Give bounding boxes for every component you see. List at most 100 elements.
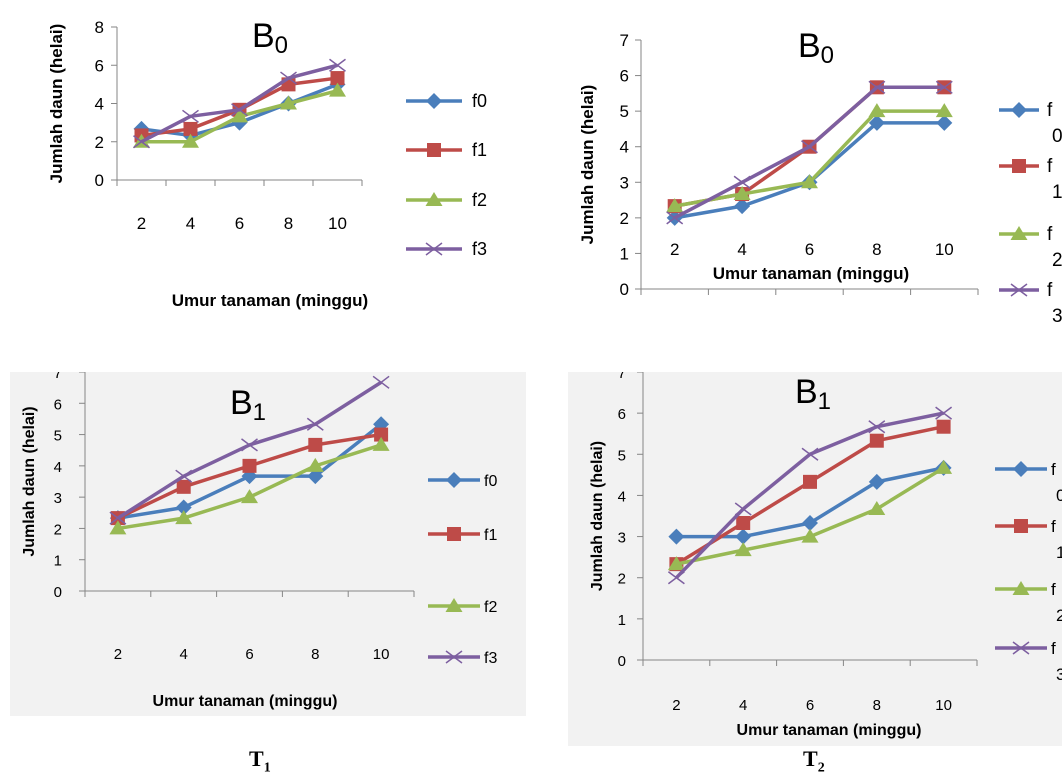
y-tick-label: 1 <box>618 612 626 629</box>
chart-panel-b1-left: 0 1 2 3 4 5 6 7 2 4 6 8 10 B1 Umur tanaman (minggu) Jum… <box>10 372 526 716</box>
legend-marker-f1 <box>447 527 461 541</box>
data-point-f3 <box>241 438 258 452</box>
data-point-f2 <box>733 186 751 201</box>
y-tick-label: 3 <box>620 173 629 192</box>
legend-marker-f3 <box>425 242 443 256</box>
x-tick-label: 8 <box>284 214 293 233</box>
legend-marker-f3 <box>445 650 463 664</box>
legend-label-f2: f2 <box>472 190 487 210</box>
x-tick-label: 4 <box>737 240 746 259</box>
y-tick-label: 5 <box>620 102 629 121</box>
data-point-f1 <box>869 433 884 448</box>
legend-marker-f2 <box>425 192 443 206</box>
legend-marker-f3 <box>1012 641 1030 655</box>
legend-label-f1: f1 <box>484 527 497 544</box>
chart-title: B1 <box>795 373 831 415</box>
data-point-f2 <box>182 133 199 148</box>
y-tick-label: 4 <box>54 459 62 476</box>
legend-label-f2: f2 <box>484 599 497 616</box>
x-tick-label: 4 <box>186 214 195 233</box>
data-point-f3 <box>231 103 248 117</box>
y-tick-label: 4 <box>95 95 104 114</box>
y-tick-label: 0 <box>620 280 629 299</box>
chart-title: B0 <box>252 17 288 59</box>
legend-marker-f3 <box>1010 283 1028 297</box>
legend-label-f2: f2 <box>1051 580 1062 625</box>
data-point-f2 <box>868 501 886 516</box>
data-point-f1 <box>936 419 951 434</box>
chart-panel-b0-right: 0 1 2 3 4 5 6 7 2 4 6 8 10 B0 Umur tanaman (minggu) Jum… <box>531 0 1062 365</box>
y-tick-label: 0 <box>54 584 62 601</box>
data-point-f3 <box>306 417 324 431</box>
chart-title: B0 <box>798 27 834 69</box>
y-tick-label: 3 <box>54 490 62 507</box>
series-line-f2 <box>117 443 382 531</box>
data-point-f2 <box>868 103 886 118</box>
y-axis-label: Jumlah daun (helai) <box>589 441 606 591</box>
x-tick-label: 8 <box>311 646 319 663</box>
x-tick-label: 6 <box>235 214 244 233</box>
data-point-f3 <box>734 502 752 516</box>
y-tick-label: 0 <box>618 653 626 670</box>
y-axis-label: Jumlah daun (helai) <box>578 85 597 245</box>
x-tick-label: 8 <box>873 697 881 714</box>
data-point-f2 <box>734 542 752 557</box>
legend-marker-f0 <box>426 93 442 109</box>
y-tick-label: 6 <box>95 56 104 75</box>
data-point-f2 <box>306 457 324 472</box>
data-point-f2 <box>241 489 258 504</box>
data-point-f2 <box>329 82 346 97</box>
data-point-f1 <box>242 458 257 473</box>
y-tick-label: 1 <box>620 244 629 263</box>
x-tick-label: 10 <box>935 240 954 259</box>
data-point-f0 <box>668 528 685 545</box>
data-point-f0 <box>936 114 953 131</box>
data-point-f1 <box>803 474 817 489</box>
data-point-f2 <box>109 520 127 535</box>
y-tick-label: 2 <box>620 209 629 228</box>
y-tick-label: 2 <box>54 521 62 538</box>
chart-panel-b1-right: 0 1 2 3 4 5 6 7 2 4 6 8 10 B1 Umur tanaman (minggu) Jum… <box>568 372 1062 746</box>
y-tick-label: 6 <box>618 406 626 423</box>
series-line-f1 <box>675 425 944 566</box>
data-point-f1 <box>308 437 323 452</box>
y-tick-label: 5 <box>618 447 626 464</box>
legend-marker-f1 <box>1012 159 1026 173</box>
data-point-f2 <box>935 459 953 474</box>
x-tick-label: 6 <box>245 646 253 663</box>
data-point-f3 <box>280 71 297 85</box>
legend-label-f0: f0 <box>484 473 497 490</box>
data-point-f0 <box>734 198 751 215</box>
y-tick-label: 7 <box>620 31 629 50</box>
legend-label-f2: f2 <box>1047 224 1062 271</box>
x-tick-label: 2 <box>672 697 680 714</box>
legend-label-f0: f0 <box>1047 100 1062 147</box>
data-point-f3 <box>667 571 685 585</box>
data-point-f3 <box>801 447 819 461</box>
chart-title: B1 <box>230 384 266 426</box>
data-point-f2 <box>666 198 684 213</box>
y-tick-label: 4 <box>620 138 629 157</box>
y-tick-label: 7 <box>618 372 626 382</box>
legend-label-f0: f0 <box>1051 460 1062 505</box>
figure-label-t2: T2 <box>803 746 825 776</box>
legend-marker-f2 <box>1012 581 1030 595</box>
data-point-f2 <box>667 556 685 571</box>
data-point-f2 <box>175 510 193 525</box>
y-axis-label: Jumlah daun (helai) <box>21 406 38 556</box>
chart-svg: 0 1 2 3 4 5 6 7 2 4 6 8 10 B0 Umur tanaman (minggu) Jum… <box>578 27 1062 327</box>
y-tick-label: 2 <box>618 571 626 588</box>
data-point-f3 <box>133 135 150 149</box>
x-tick-label: 10 <box>373 646 390 663</box>
x-tick-label: 2 <box>670 240 679 259</box>
x-tick-label: 4 <box>180 646 188 663</box>
data-point-f2 <box>231 108 248 123</box>
data-point-f3 <box>935 406 953 420</box>
data-point-f1 <box>736 515 751 530</box>
y-tick-label: 5 <box>54 428 62 445</box>
legend-label-f3: f3 <box>472 239 487 259</box>
data-point-f3 <box>801 140 818 154</box>
y-tick-label: 6 <box>54 396 62 413</box>
legend-label-f0: f0 <box>472 91 487 111</box>
data-point-f2 <box>801 174 818 189</box>
